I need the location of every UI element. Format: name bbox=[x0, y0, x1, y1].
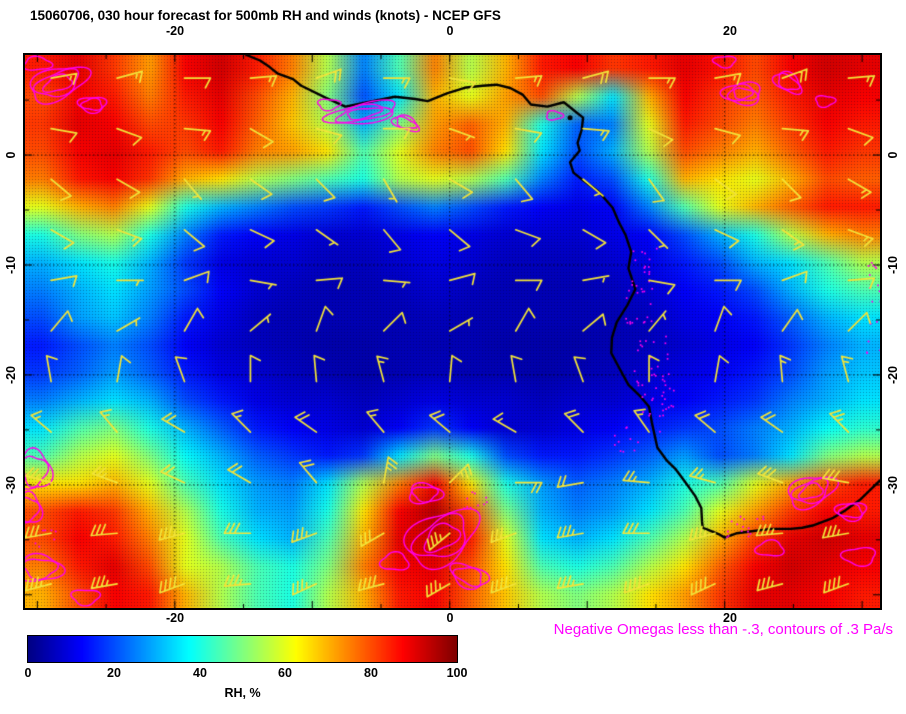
top-axis-tick: 0 bbox=[446, 24, 454, 38]
chart-title: 15060706, 030 hour forecast for 500mb RH… bbox=[30, 8, 501, 23]
bottom-axis-tick: -20 bbox=[165, 611, 185, 625]
map-frame bbox=[23, 53, 882, 610]
bottom-axis-tick: 0 bbox=[446, 611, 454, 625]
colorbar-tick: 0 bbox=[24, 666, 32, 680]
right-axis-tick: -30 bbox=[886, 475, 900, 495]
left-axis-tick: -20 bbox=[4, 365, 18, 385]
right-axis-tick: -20 bbox=[886, 365, 900, 385]
map-canvas bbox=[25, 55, 880, 608]
bottom-axis-tick: 20 bbox=[723, 611, 737, 625]
colorbar-label: RH, % bbox=[224, 686, 261, 700]
top-axis-tick: 20 bbox=[723, 24, 737, 38]
colorbar-tick: 80 bbox=[364, 666, 378, 680]
top-axis-tick: -20 bbox=[165, 24, 185, 38]
colorbar-canvas bbox=[27, 635, 458, 663]
left-axis-tick: 0 bbox=[4, 151, 18, 159]
omega-note: Negative Omegas less than -.3, contours … bbox=[553, 621, 893, 638]
colorbar-tick: 60 bbox=[278, 666, 292, 680]
right-axis-tick: -10 bbox=[886, 255, 900, 275]
colorbar-tick: 40 bbox=[193, 666, 207, 680]
right-axis-tick: 0 bbox=[886, 151, 900, 159]
left-axis-tick: -10 bbox=[4, 255, 18, 275]
left-axis-tick: -30 bbox=[4, 475, 18, 495]
colorbar-tick: 100 bbox=[446, 666, 468, 680]
colorbar-tick: 20 bbox=[107, 666, 121, 680]
